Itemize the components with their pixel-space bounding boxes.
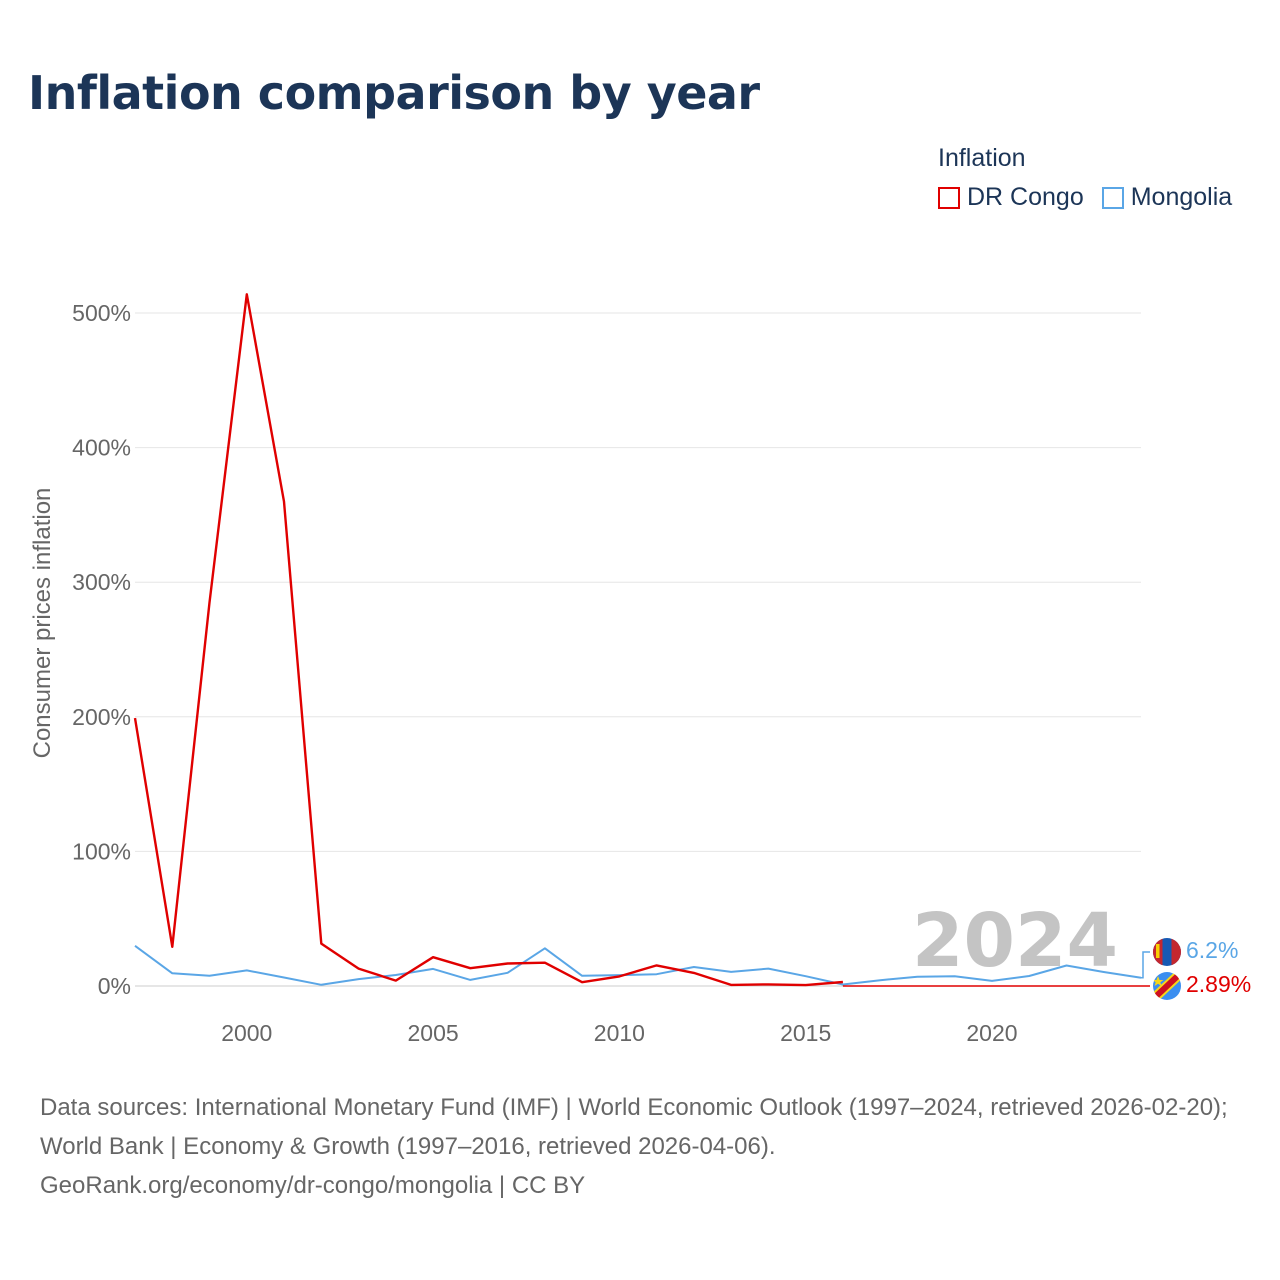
y-axis-label: Consumer prices inflation	[29, 488, 56, 759]
y-tick-label: 200%	[72, 704, 131, 730]
page-title: Inflation comparison by year	[28, 66, 760, 120]
y-tick-label: 100%	[72, 838, 131, 864]
x-tick-label: 2020	[966, 1020, 1017, 1046]
y-tick-label: 400%	[72, 435, 131, 461]
mongolia-latest-value: 6.2%	[1186, 937, 1238, 963]
mongolia-flag-icon	[1153, 938, 1181, 966]
data-sources: Data sources: International Monetary Fun…	[40, 1088, 1250, 1205]
year-watermark: 2024	[912, 898, 1118, 984]
series-line-dr-congo	[133, 293, 843, 987]
y-tick-label: 300%	[72, 569, 131, 595]
x-tick-label: 2000	[221, 1020, 272, 1046]
sources-link[interactable]: GeoRank.org/economy/dr-congo/mongolia | …	[40, 1172, 586, 1199]
x-tick-label: 2005	[407, 1020, 458, 1046]
line-chart: 2024 0% 100% 200% 300% 400% 500% 2000 2005 2010…	[29, 293, 1251, 1046]
legend-title: Inflation	[938, 144, 1026, 172]
legend-label-dr-congo: DR Congo	[967, 183, 1084, 211]
legend: Inflation DR Congo Mongolia	[938, 144, 1232, 212]
mongolia-end-connector	[1141, 951, 1150, 979]
y-tick-label: 0%	[98, 973, 131, 999]
legend-swatch-dr-congo	[938, 186, 960, 209]
y-tick-label: 500%	[72, 300, 131, 326]
x-tick-label: 2010	[594, 1020, 645, 1046]
legend-item-dr-congo[interactable]: DR Congo	[938, 183, 1084, 212]
dr-congo-flag-icon	[1153, 972, 1181, 1000]
legend-swatch-mongolia	[1101, 186, 1124, 209]
grid-lines	[135, 312, 1141, 987]
x-axis-ticks: 2000 2005 2010 2015 2020	[221, 1020, 1017, 1046]
x-tick-label: 2015	[780, 1020, 831, 1046]
legend-label-mongolia: Mongolia	[1130, 183, 1233, 211]
series-line-mongolia	[134, 944, 1142, 986]
dr-congo-latest-value: 2.89%	[1186, 971, 1251, 997]
legend-item-mongolia[interactable]: Mongolia	[1101, 183, 1233, 212]
series-lines	[133, 293, 1142, 987]
y-axis-ticks: 0% 100% 200% 300% 400% 500%	[72, 300, 131, 999]
sources-text: Data sources: International Monetary Fun…	[40, 1094, 1228, 1160]
